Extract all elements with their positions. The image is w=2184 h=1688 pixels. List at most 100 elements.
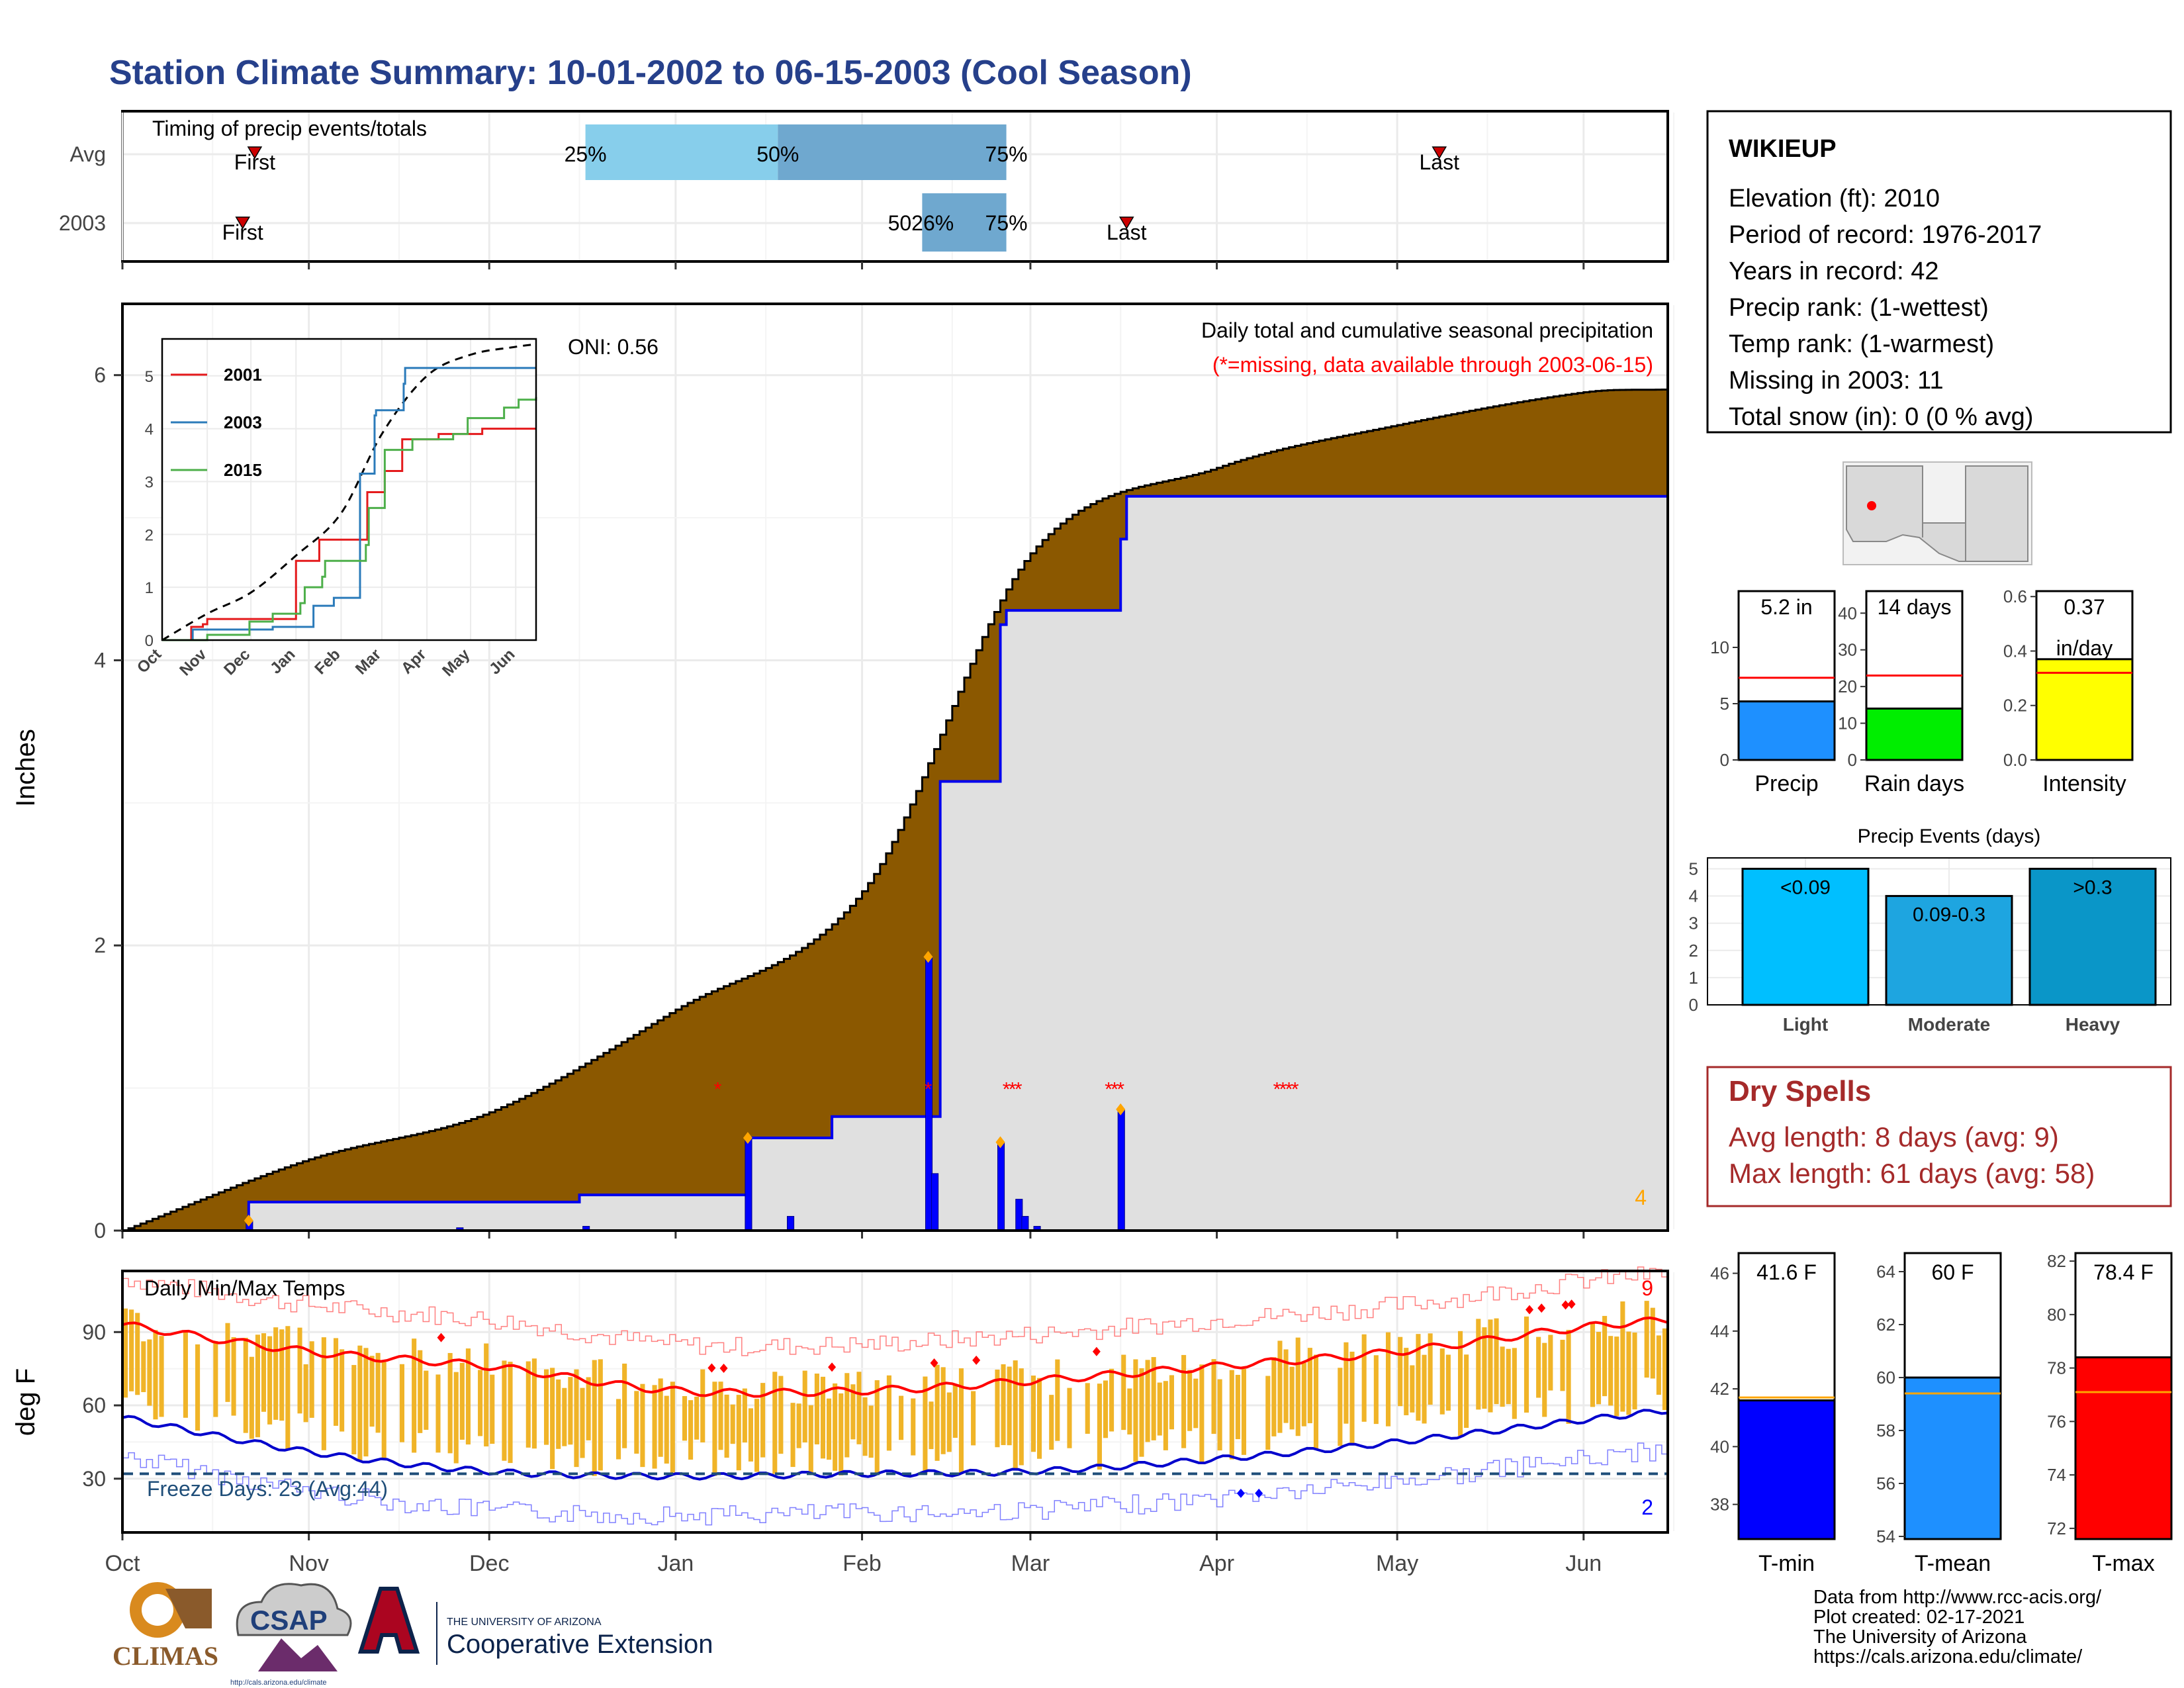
- daily-temp-bar: [1349, 1351, 1355, 1444]
- missing-day-marker: *: [1285, 1079, 1293, 1101]
- daily-temp-bar: [381, 1362, 387, 1459]
- mini-y-tick: 0.4: [2003, 641, 2027, 661]
- month-label: Apr: [1199, 1551, 1234, 1576]
- daily-temp-bar: [856, 1372, 862, 1444]
- daily-temp-bar: [850, 1384, 856, 1440]
- daily-temp-bar: [321, 1337, 326, 1450]
- daily-temp-bar: [1536, 1336, 1541, 1398]
- temp-panel-label: Daily Min/Max Temps: [144, 1276, 345, 1300]
- inset-avg-line: [161, 343, 535, 641]
- temp-panel: 30 60 90 deg F Daily Min/Max Temps Freeze …: [11, 1266, 1675, 1576]
- record-min-line: [122, 1442, 1668, 1526]
- y-tick-label: 30: [82, 1467, 106, 1491]
- daily-temp-bar: [700, 1369, 705, 1443]
- daily-temp-bar: [562, 1387, 567, 1446]
- daily-temp-bar: [712, 1382, 717, 1476]
- missing-day-marker: *: [1279, 1079, 1287, 1101]
- hot-day-marker: [1567, 1299, 1576, 1309]
- temp-category-label: T-mean: [1915, 1551, 1991, 1576]
- daily-precip-bar: [787, 1215, 795, 1231]
- missing-day-marker: *: [1116, 1079, 1124, 1101]
- temp-y-tick: 80: [2047, 1305, 2066, 1325]
- daily-temp-bar: [243, 1337, 248, 1433]
- daily-temp-bar: [827, 1398, 832, 1460]
- y-tick-label: 60: [82, 1393, 106, 1417]
- cold-day-marker: [1255, 1488, 1263, 1498]
- daily-temp-bar: [279, 1329, 285, 1421]
- daily-temp-bar: [1488, 1319, 1493, 1413]
- daily-temp-bar: [1277, 1340, 1283, 1433]
- daily-temp-bar: [1361, 1334, 1367, 1422]
- daily-temp-bar: [369, 1356, 375, 1427]
- daily-precip-bar: [1021, 1215, 1029, 1231]
- daily-temp-bar: [1265, 1376, 1271, 1450]
- hot-day-marker: [1561, 1300, 1570, 1310]
- station-line: Missing in 2003: 11: [1729, 367, 1944, 395]
- timing-marker-label: Last: [1107, 220, 1147, 244]
- y-tick-label: 0: [94, 1219, 106, 1243]
- station-line: Total snow (in): 0 (0 % avg): [1729, 403, 2033, 431]
- inset-y-tick: 1: [145, 579, 154, 597]
- station-line: Precip rank: (1-wettest): [1729, 294, 1989, 322]
- temp-category-label: T-min: [1758, 1551, 1815, 1576]
- mini-value-bar: [2035, 658, 2134, 761]
- csap-url: http://cals.arizona.edu/climate: [230, 1679, 327, 1687]
- dry-spells-box: Dry Spells Avg length: 8 days (avg: 9) M…: [1706, 1066, 2172, 1207]
- daily-temp-bar: [508, 1362, 513, 1464]
- mini-y-tick: 40: [1838, 603, 1857, 623]
- dry-spells-max: Max length: 61 days (avg: 58): [1729, 1158, 2095, 1189]
- daily-temp-bar: [694, 1396, 700, 1440]
- credit-line: https://cals.arizona.edu/climate/: [1813, 1646, 2083, 1667]
- daily-temp-bar: [1494, 1318, 1499, 1405]
- events-y-tick: 5: [1689, 859, 1698, 878]
- quartile-label-75: 75%: [985, 142, 1028, 166]
- daily-temp-bar: [1103, 1380, 1109, 1438]
- daily-temp-bar: [1650, 1307, 1655, 1379]
- daily-temp-bar: [1620, 1301, 1625, 1412]
- hot-day-marker: [972, 1355, 981, 1365]
- temp-y-tick: 72: [2047, 1519, 2066, 1538]
- events-y-tick: 2: [1689, 941, 1698, 961]
- ua-bottom-text: Cooperative Extension: [447, 1630, 713, 1659]
- daily-temp-bar: [1602, 1315, 1608, 1397]
- heavy-event-marker: [995, 1136, 1005, 1149]
- temp-y-tick: 60: [1876, 1368, 1895, 1387]
- mini-y-tick: 10: [1838, 714, 1857, 733]
- daily-temp-bar: [1157, 1382, 1162, 1436]
- daily-temp-bar: [1596, 1332, 1602, 1405]
- daily-temp-bar: [375, 1352, 381, 1433]
- daily-temp-bar: [1506, 1348, 1511, 1405]
- cold-day-count: 2: [1641, 1495, 1653, 1519]
- daily-temp-bar: [574, 1369, 579, 1468]
- daily-temp-bar: [868, 1405, 874, 1458]
- events-y-tick: 1: [1689, 968, 1698, 988]
- temp-y-tick: 42: [1710, 1379, 1729, 1399]
- temp-y-label: deg F: [11, 1368, 40, 1436]
- heavy-event-marker: [244, 1214, 253, 1227]
- climas-emblem-sun: [165, 1589, 212, 1628]
- daily-temp-bar: [778, 1376, 784, 1454]
- hot-day-marker: [437, 1333, 445, 1342]
- daily-temp-bar: [1169, 1375, 1174, 1430]
- daily-temp-bar: [736, 1395, 741, 1471]
- daily-temp-bar: [754, 1399, 760, 1472]
- ua-a-mark: [357, 1587, 420, 1654]
- month-label: Oct: [105, 1551, 140, 1576]
- daily-temp-bar: [1428, 1333, 1433, 1405]
- daily-temp-bar: [273, 1327, 279, 1420]
- daily-temp-bar: [465, 1348, 471, 1445]
- month-label: Nov: [289, 1551, 328, 1576]
- events-frame: [1707, 857, 2171, 1006]
- daily-temp-bar: [1187, 1370, 1193, 1431]
- daily-precip-bar: [997, 1141, 1005, 1231]
- daily-temp-bar: [1542, 1342, 1547, 1417]
- daily-temp-bar: [1271, 1357, 1277, 1436]
- daily-temp-bar: [1007, 1366, 1012, 1446]
- daily-temp-bar: [1590, 1321, 1595, 1407]
- daily-temp-bar: [195, 1344, 201, 1431]
- events-y-tick: 0: [1689, 995, 1698, 1015]
- timing-label: Timing of precip events/totals: [152, 117, 427, 140]
- hot-day-marker: [930, 1358, 938, 1368]
- daily-temp-bar: [1013, 1360, 1018, 1471]
